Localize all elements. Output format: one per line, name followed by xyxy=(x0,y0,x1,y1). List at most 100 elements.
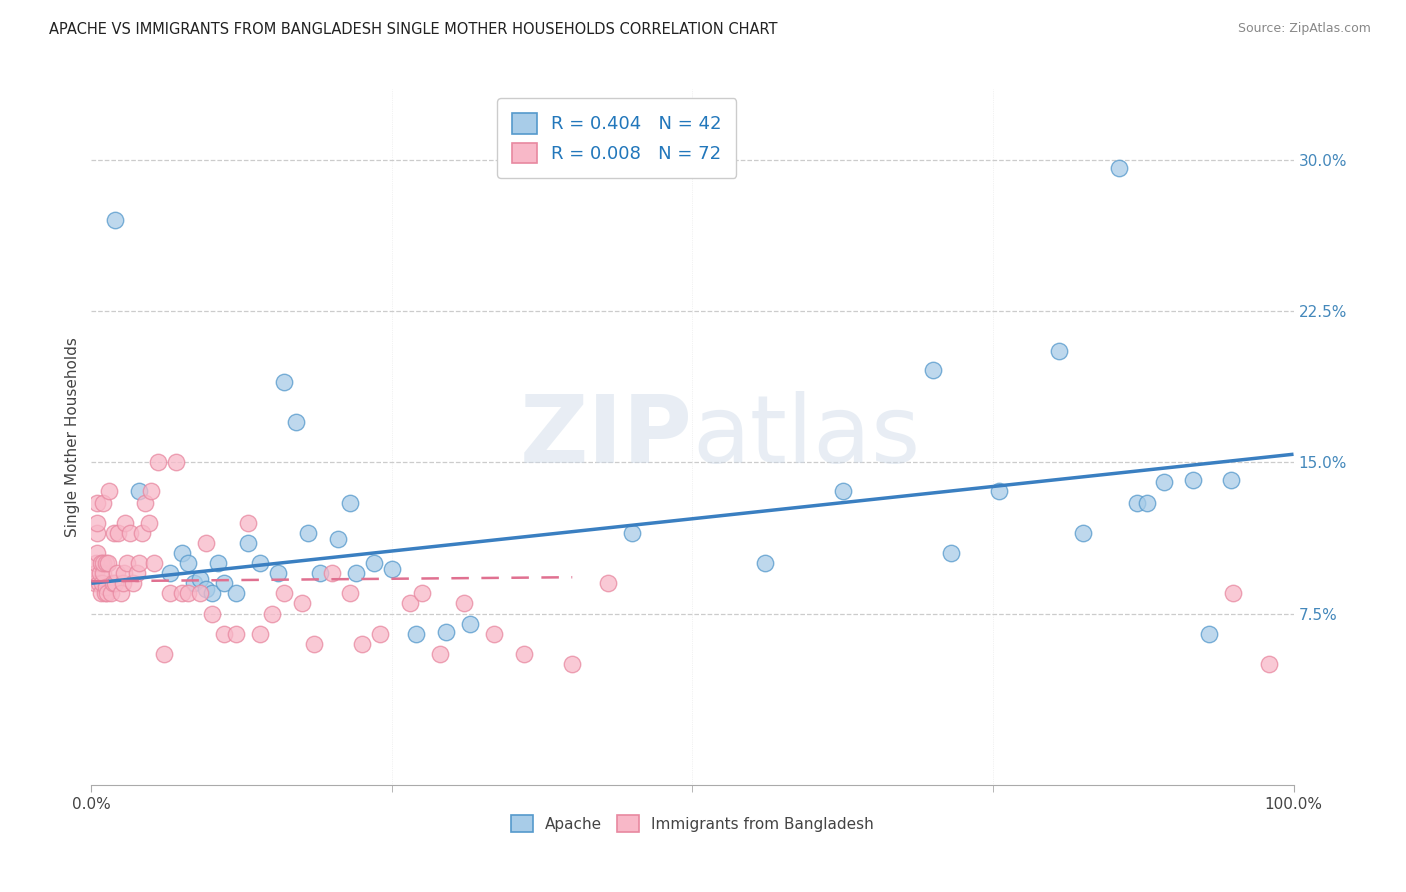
Point xyxy=(176,556,198,570)
Point xyxy=(1108,161,1130,175)
Point xyxy=(103,525,125,540)
Point xyxy=(297,525,319,540)
Point xyxy=(754,556,776,570)
Point xyxy=(1181,474,1204,488)
Point xyxy=(321,566,343,581)
Point xyxy=(86,495,108,509)
Point xyxy=(134,495,156,509)
Point xyxy=(339,586,361,600)
Point xyxy=(105,566,128,581)
Point xyxy=(89,566,111,581)
Point xyxy=(513,647,536,661)
Point xyxy=(86,546,108,560)
Point xyxy=(350,637,373,651)
Point xyxy=(284,415,307,429)
Point xyxy=(273,586,295,600)
Point xyxy=(131,525,153,540)
Point xyxy=(368,626,391,640)
Point xyxy=(107,525,129,540)
Point xyxy=(170,586,193,600)
Point xyxy=(90,556,112,570)
Point xyxy=(939,546,962,560)
Point xyxy=(429,647,451,661)
Point xyxy=(339,495,361,509)
Point xyxy=(1126,495,1149,509)
Point xyxy=(188,586,211,600)
Point xyxy=(267,566,290,581)
Point xyxy=(128,483,150,498)
Point xyxy=(165,455,187,469)
Point xyxy=(104,576,127,591)
Point xyxy=(1222,586,1244,600)
Point xyxy=(273,375,295,389)
Point xyxy=(1153,475,1175,490)
Point xyxy=(96,586,118,600)
Point xyxy=(98,483,121,498)
Point xyxy=(84,556,107,570)
Point xyxy=(236,516,259,530)
Point xyxy=(152,647,174,661)
Point xyxy=(86,525,108,540)
Point xyxy=(93,556,115,570)
Point xyxy=(1047,344,1070,359)
Point xyxy=(146,455,169,469)
Point xyxy=(291,597,314,611)
Point xyxy=(122,576,145,591)
Point xyxy=(308,566,330,581)
Text: ZIP: ZIP xyxy=(520,391,692,483)
Point xyxy=(142,556,165,570)
Point xyxy=(212,626,235,640)
Point xyxy=(201,586,224,600)
Point xyxy=(117,556,139,570)
Point xyxy=(111,576,134,591)
Point xyxy=(84,566,107,581)
Point xyxy=(112,566,135,581)
Point xyxy=(482,626,505,640)
Point xyxy=(1198,626,1220,640)
Point xyxy=(101,576,124,591)
Point xyxy=(188,572,211,586)
Point xyxy=(118,525,141,540)
Point xyxy=(260,607,283,621)
Text: APACHE VS IMMIGRANTS FROM BANGLADESH SINGLE MOTHER HOUSEHOLDS CORRELATION CHART: APACHE VS IMMIGRANTS FROM BANGLADESH SIN… xyxy=(49,22,778,37)
Point xyxy=(183,576,205,591)
Point xyxy=(84,576,107,591)
Point xyxy=(141,483,163,498)
Point xyxy=(93,495,115,509)
Point xyxy=(236,536,259,550)
Point xyxy=(988,483,1011,498)
Point xyxy=(87,576,110,591)
Point xyxy=(922,362,945,376)
Point xyxy=(249,556,271,570)
Point xyxy=(411,586,433,600)
Point xyxy=(114,516,136,530)
Point xyxy=(249,626,271,640)
Point xyxy=(201,607,224,621)
Point xyxy=(90,586,112,600)
Point xyxy=(326,532,349,546)
Point xyxy=(93,586,115,600)
Y-axis label: Single Mother Households: Single Mother Households xyxy=(65,337,80,537)
Point xyxy=(194,536,217,550)
Point xyxy=(1220,474,1243,488)
Point xyxy=(302,637,325,651)
Point xyxy=(1136,495,1159,509)
Point xyxy=(598,576,620,591)
Point xyxy=(138,516,160,530)
Point xyxy=(561,657,583,671)
Point xyxy=(381,562,404,576)
Point xyxy=(1071,525,1094,540)
Point xyxy=(94,556,117,570)
Point xyxy=(159,586,181,600)
Point xyxy=(125,566,148,581)
Point xyxy=(93,566,115,581)
Point xyxy=(97,556,120,570)
Point xyxy=(176,586,198,600)
Point xyxy=(170,546,193,560)
Point xyxy=(100,586,122,600)
Text: Source: ZipAtlas.com: Source: ZipAtlas.com xyxy=(1237,22,1371,36)
Point xyxy=(434,624,457,639)
Point xyxy=(207,556,229,570)
Point xyxy=(458,616,481,631)
Point xyxy=(621,525,644,540)
